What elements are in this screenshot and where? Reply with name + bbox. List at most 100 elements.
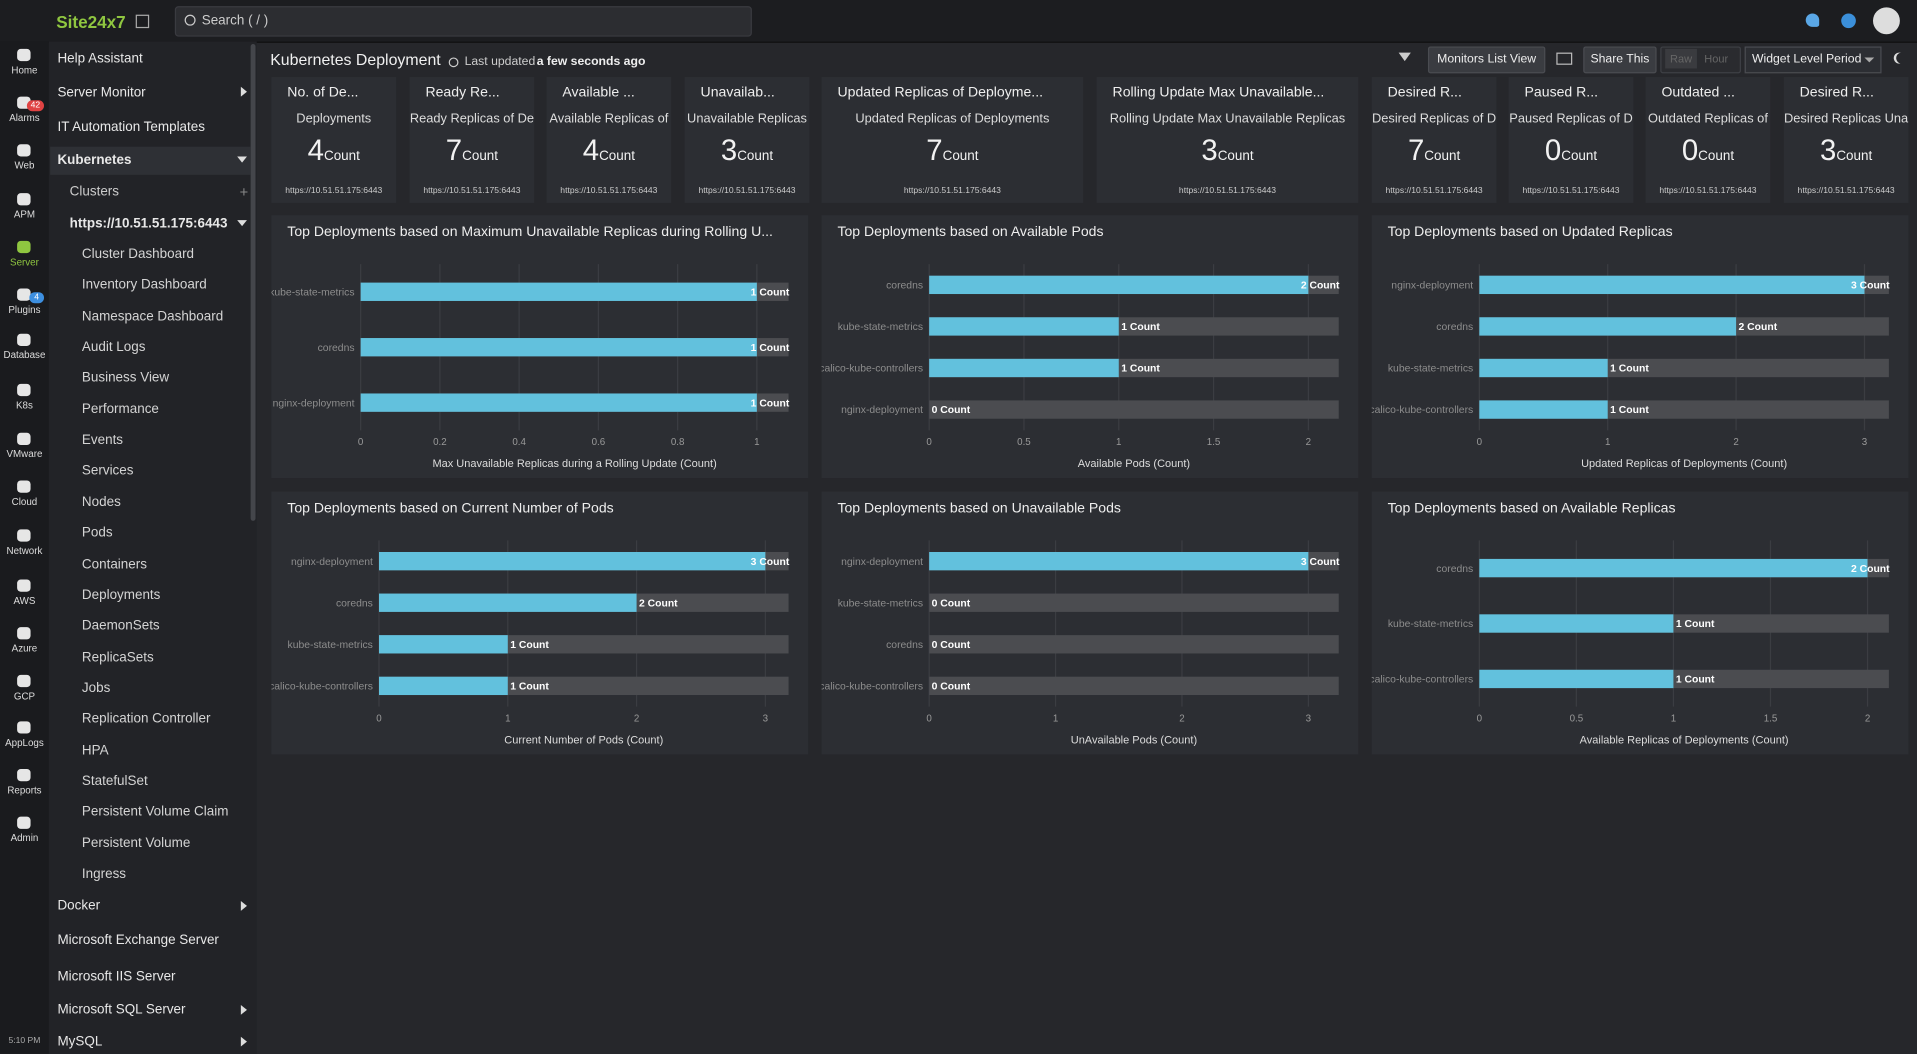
rail-icon[interactable] <box>17 769 31 782</box>
expand-icon[interactable] <box>135 14 150 29</box>
rail-label[interactable]: GCP <box>13 690 36 702</box>
avatar[interactable] <box>1872 7 1900 35</box>
rail-label[interactable]: Alarms <box>9 112 40 124</box>
button[interactable]: Share This <box>1583 46 1657 74</box>
menu-item[interactable]: Performance <box>81 401 159 417</box>
rail-icon[interactable] <box>17 432 31 446</box>
rail-icon[interactable] <box>17 383 31 397</box>
rail-icon[interactable] <box>17 529 31 542</box>
menu-item[interactable]: StatefulSet <box>81 773 148 789</box>
menu-item[interactable]: Nodes <box>81 494 121 510</box>
menu-item[interactable]: Inventory Dashboard <box>81 277 207 293</box>
menu-item[interactable]: Clusters <box>69 184 120 200</box>
menu-item[interactable]: Jobs <box>81 680 111 696</box>
menu-item[interactable]: Containers <box>81 556 147 572</box>
rail-label[interactable]: K8s <box>16 399 33 411</box>
rail-icon[interactable] <box>17 144 31 157</box>
theme-icon[interactable] <box>1896 53 1907 64</box>
rail-label[interactable]: Plugins <box>8 304 41 316</box>
bar-label: 1 Count <box>751 398 790 409</box>
notify-icon[interactable] <box>1805 13 1820 27</box>
button-label[interactable]: Share This <box>1590 52 1650 67</box>
rail-icon[interactable] <box>17 480 31 493</box>
menu-item[interactable]: Ingress <box>81 866 127 882</box>
rail-icon[interactable] <box>17 240 31 254</box>
bar-label: 2 Count <box>1301 281 1340 292</box>
x-tick-label: 0 <box>926 437 932 448</box>
x-tick-label: 1.5 <box>1764 713 1778 724</box>
menu-item[interactable]: HPA <box>81 742 109 758</box>
select-label[interactable]: Widget Level Period <box>1751 52 1862 67</box>
rail-label[interactable]: Admin <box>10 832 39 844</box>
menu-item[interactable]: Help Assistant <box>57 51 143 67</box>
menu-item[interactable]: ReplicaSets <box>81 649 154 665</box>
search-box[interactable]: Search ( / ) <box>174 6 752 37</box>
rail-label[interactable]: Reports <box>7 784 42 796</box>
rail-icon[interactable] <box>17 333 31 346</box>
menu-item[interactable]: Microsoft Exchange Server <box>57 932 219 948</box>
widget-url: https://10.51.51.175:6443 <box>903 187 1001 196</box>
menu-item[interactable]: Services <box>81 463 134 479</box>
bar-label: 3 Count <box>1851 281 1890 292</box>
menu-item[interactable]: Namespace Dashboard <box>81 308 224 324</box>
menu-item[interactable]: Replication Controller <box>81 711 211 727</box>
screen-icon[interactable] <box>1556 52 1573 65</box>
menu-item[interactable]: Events <box>81 432 124 448</box>
rail-icon[interactable] <box>17 816 31 829</box>
updated-label: Last updated <box>464 55 536 69</box>
menu-item[interactable]: Persistent Volume <box>81 835 191 851</box>
menu-item[interactable]: Docker <box>57 898 101 914</box>
button-label[interactable]: Monitors List View <box>1437 52 1537 67</box>
rail-label[interactable]: Web <box>14 160 35 172</box>
menu-item[interactable]: Microsoft IIS Server <box>57 969 176 985</box>
y-tick-label: kube-state-metrics <box>288 640 373 651</box>
y-tick-label: calico-kube-controllers <box>271 682 372 693</box>
help-icon[interactable] <box>1841 13 1856 29</box>
filter-icon[interactable] <box>1398 52 1411 68</box>
menu-item[interactable]: Microsoft SQL Server <box>57 1002 186 1018</box>
rail-icon[interactable] <box>17 674 31 688</box>
rail-label[interactable]: APM <box>13 209 36 221</box>
x-tick-label: 1 <box>1605 437 1610 448</box>
rail-label[interactable]: Cloud <box>11 496 38 508</box>
widget-subtitle: Unavailable Replicas <box>687 111 807 126</box>
menu-item[interactable]: MySQL <box>57 1034 103 1049</box>
button[interactable]: Monitors List View <box>1427 46 1546 74</box>
period-select[interactable]: Widget Level Period <box>1744 46 1882 74</box>
rail-icon[interactable] <box>17 48 31 62</box>
rail-icon[interactable] <box>17 579 31 592</box>
arrow <box>240 901 252 911</box>
rail-label[interactable]: Azure <box>11 643 38 655</box>
chart-panel: Top Deployments based on Current Number … <box>271 491 809 755</box>
menu-item[interactable]: Server Monitor <box>57 85 146 101</box>
rail-icon[interactable] <box>17 288 31 301</box>
y-tick-label: coredns <box>886 640 923 651</box>
menu-item[interactable]: Audit Logs <box>81 339 146 355</box>
rail-icon[interactable] <box>17 627 31 640</box>
chart-title: Top Deployments based on Available Repli… <box>1388 499 1676 515</box>
menu-item[interactable]: Business View <box>81 370 170 386</box>
rail-icon[interactable] <box>17 721 31 734</box>
menu-item[interactable]: Kubernetes <box>57 152 132 168</box>
rail-label[interactable]: Database <box>3 349 46 361</box>
menu-item[interactable]: DaemonSets <box>81 618 160 634</box>
rail-label[interactable]: Home <box>11 64 38 76</box>
rail-label[interactable]: AWS <box>13 595 36 607</box>
menu-item[interactable]: Pods <box>81 525 113 541</box>
rail-label[interactable]: Server <box>10 256 39 268</box>
menu-item[interactable]: IT Automation Templates <box>57 119 205 135</box>
rail-label[interactable]: VMware <box>6 448 43 460</box>
x-axis-label: Updated Replicas of Deployments (Count) <box>1581 458 1787 470</box>
menu-item[interactable]: Persistent Volume Claim <box>81 804 229 820</box>
widget-title: Unavailab... <box>700 85 775 101</box>
clock: 5:10 PM <box>8 1036 41 1046</box>
rail-label[interactable]: Network <box>6 545 43 557</box>
widget-url: https://10.51.51.175:6443 <box>1385 187 1483 196</box>
rail-label[interactable]: AppLogs <box>5 737 44 749</box>
menu-item[interactable]: Cluster Dashboard <box>81 246 195 262</box>
cluster-link[interactable]: https://10.51.51.175:6443 <box>69 216 228 232</box>
rail-icon[interactable] <box>17 193 31 206</box>
menu-item[interactable]: Deployments <box>81 587 161 603</box>
refresh-icon[interactable] <box>448 57 459 68</box>
bar <box>1479 275 1865 295</box>
